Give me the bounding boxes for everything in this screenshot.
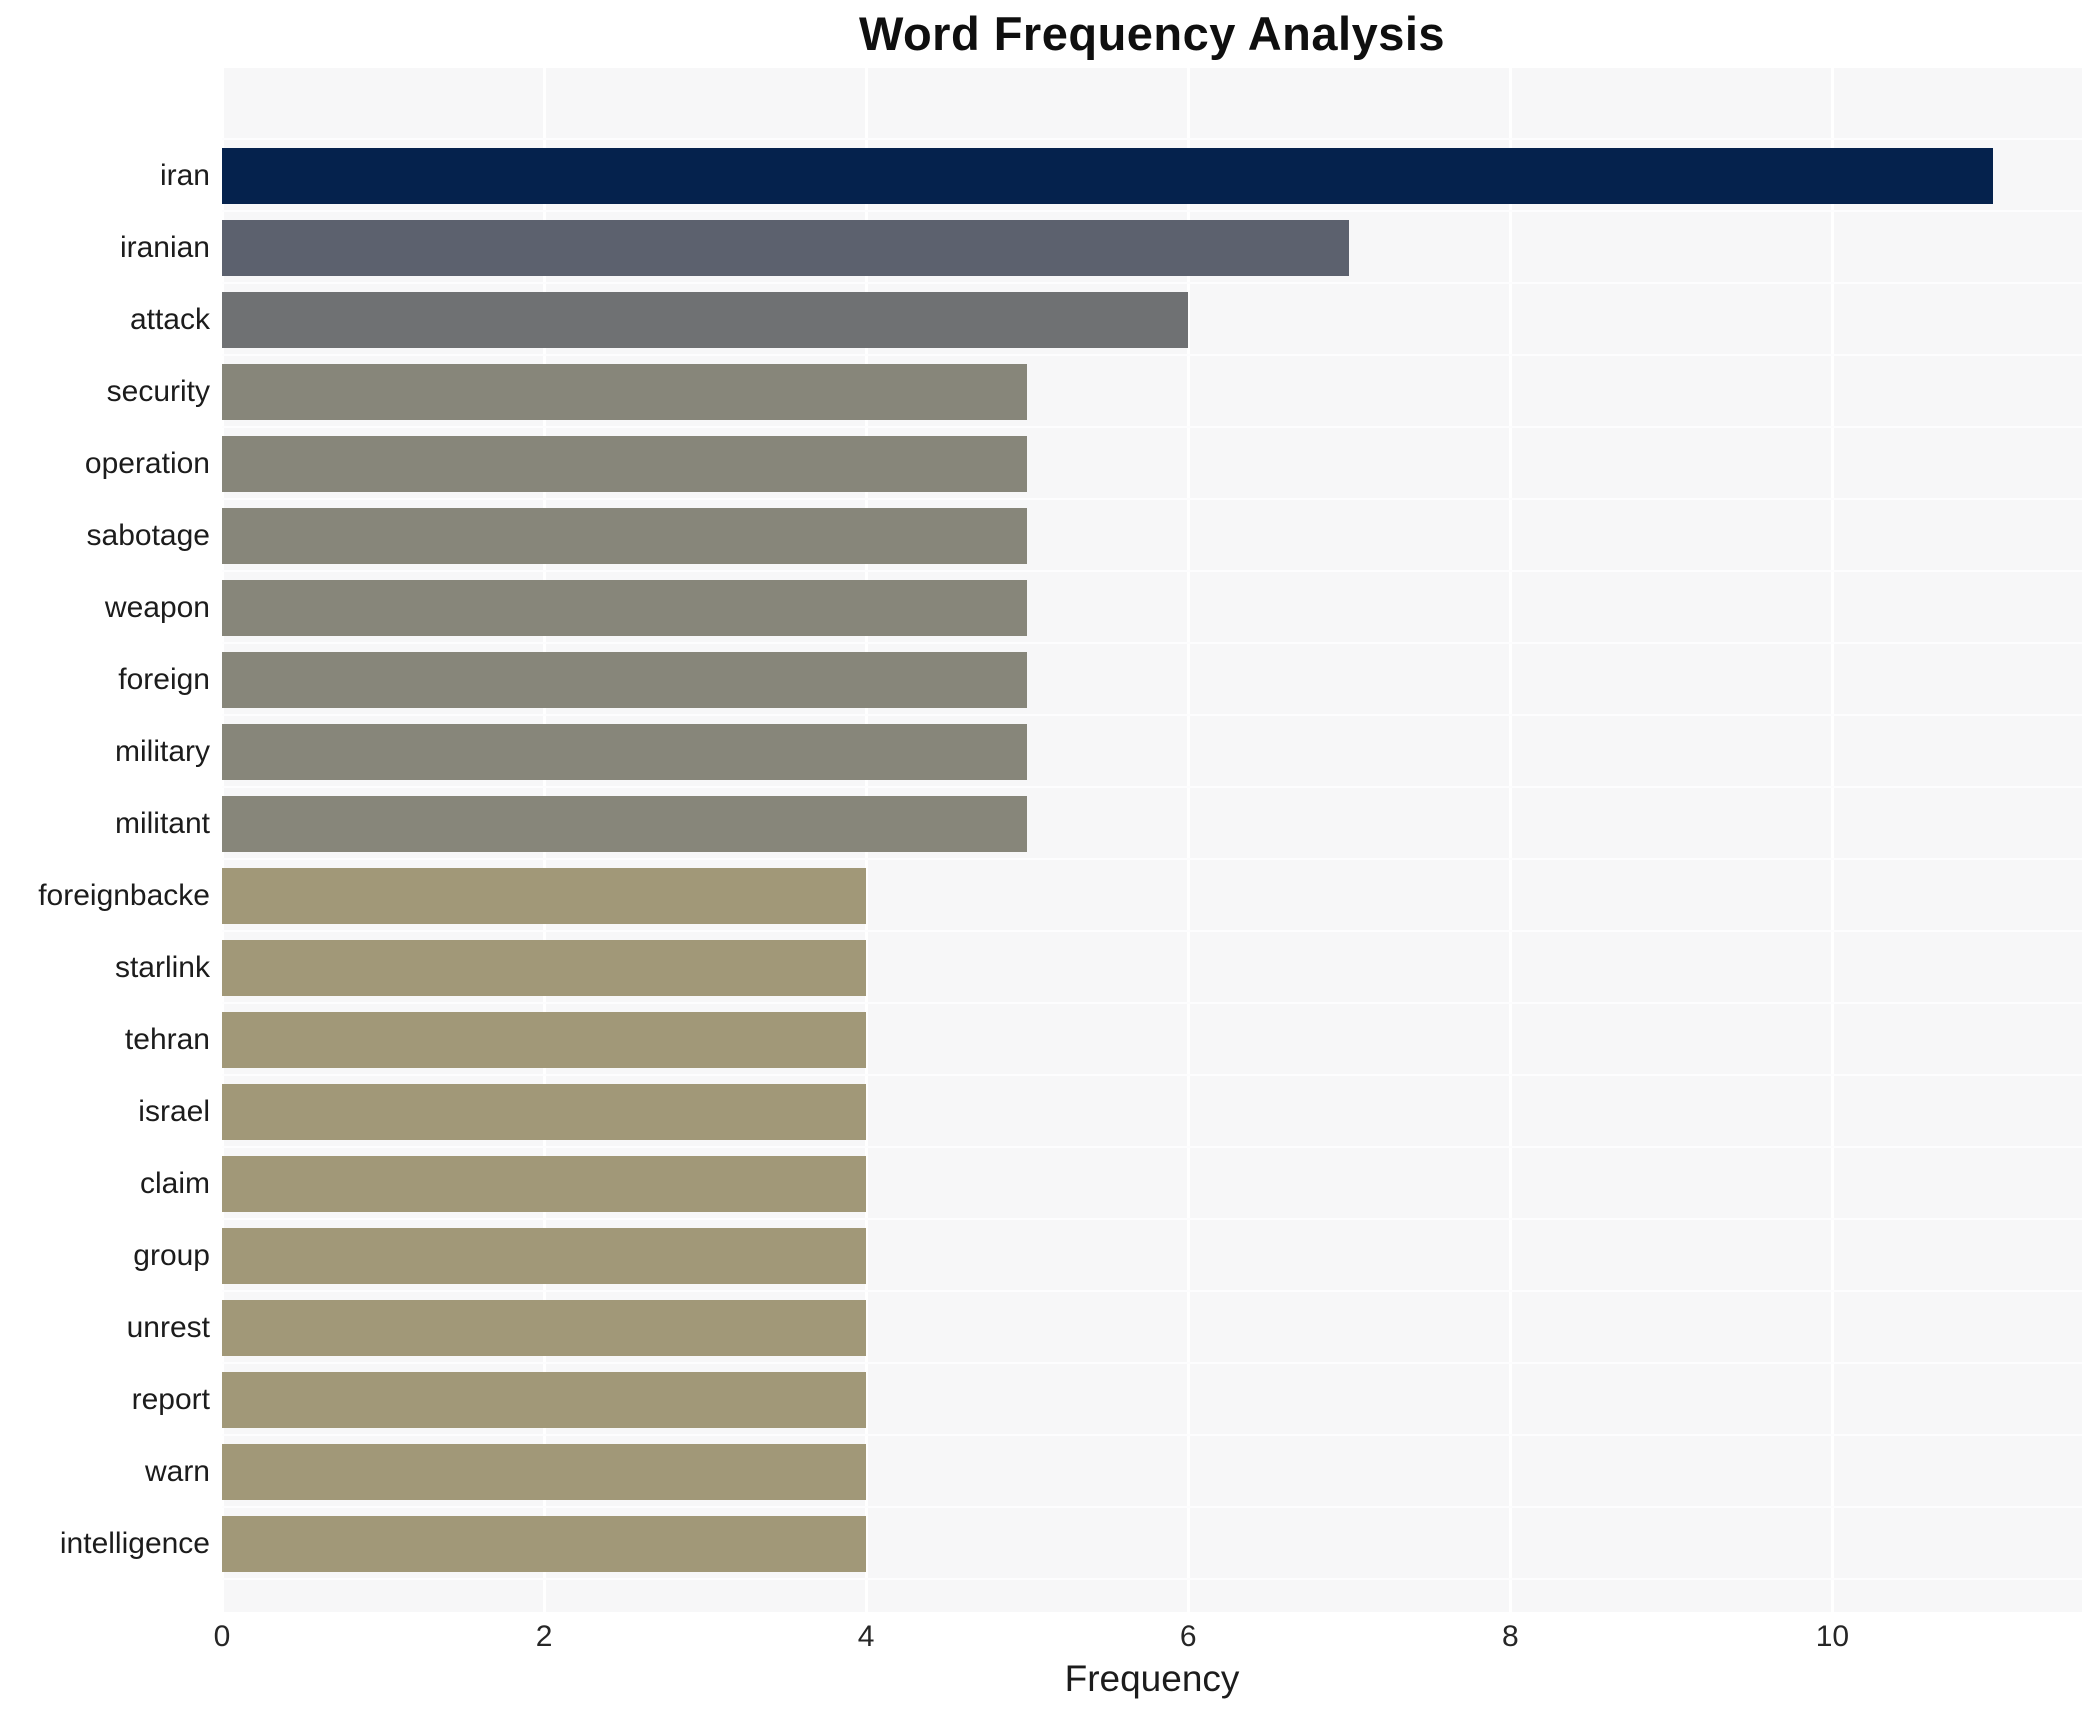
row-separator-line (222, 1434, 2082, 1436)
chart-title: Word Frequency Analysis (858, 7, 1446, 60)
bar-row: israel (138, 1076, 2082, 1148)
bar-row: iran (160, 140, 2082, 212)
x-gridline (1187, 68, 1191, 1612)
bar-row: report (132, 1364, 2082, 1436)
category-label: intelligence (59, 1527, 210, 1560)
row-separator-line (222, 354, 2082, 356)
row-separator-line (222, 1218, 2082, 1220)
bar (222, 508, 1028, 564)
category-label: foreign (118, 663, 210, 696)
bar-row: group (133, 1220, 2082, 1292)
category-label: operation (84, 447, 210, 480)
row-separator-line (222, 930, 2082, 932)
row-separator-line (222, 1362, 2082, 1364)
x-gridline (1509, 68, 1513, 1612)
bar (222, 1012, 867, 1068)
bar-row: starlink (115, 932, 2082, 1004)
bar-row: intelligence (60, 1508, 2082, 1580)
category-label: militant (114, 807, 210, 840)
category-label: starlink (114, 951, 210, 984)
bar (222, 1300, 867, 1356)
category-label: weapon (104, 591, 210, 624)
bar-row: security (107, 356, 2082, 428)
x-tick-label: 8 (1501, 1620, 1519, 1653)
category-label: tehran (124, 1023, 210, 1056)
x-tick-label: 2 (535, 1620, 553, 1653)
row-separator-line (222, 1506, 2082, 1508)
row-separator-line (222, 1290, 2082, 1292)
category-label: security (106, 375, 210, 408)
row-separator-line (222, 858, 2082, 860)
bar-row: weapon (105, 572, 2082, 644)
bar (222, 1228, 867, 1284)
row-separator-line (222, 1578, 2082, 1580)
x-axis-ticks: 0 2 4 6 8 10 (214, 1620, 2082, 1660)
bar (222, 364, 1028, 420)
bars-container: iran iranian attack security operation sabota… (38, 140, 2082, 1580)
x-gridline (1831, 68, 1835, 1612)
category-label: military (115, 735, 210, 768)
category-label: iran (159, 159, 210, 192)
bar (222, 1444, 867, 1500)
row-separator-line (222, 570, 2082, 572)
x-tick-label: 0 (213, 1620, 231, 1653)
bar (222, 580, 1028, 636)
row-separator-line (222, 210, 2082, 212)
row-separator-line (222, 426, 2082, 428)
category-label: unrest (126, 1311, 210, 1344)
bar (222, 1516, 867, 1572)
bar-row: military (115, 716, 2082, 788)
x-axis-label: Frequency (1064, 1658, 1240, 1699)
x-tick-label: 4 (857, 1620, 875, 1653)
category-label: claim (139, 1167, 210, 1200)
bar-row: iranian (120, 212, 2082, 284)
row-separator-line (222, 714, 2082, 716)
bar-row: foreign (118, 644, 2082, 716)
bar (222, 148, 1994, 204)
bar-row: tehran (125, 1004, 2082, 1076)
bar-row: sabotage (87, 500, 2082, 572)
bar (222, 292, 1189, 348)
x-tick-label: 10 (1815, 1620, 1850, 1653)
bar-row: unrest (127, 1292, 2082, 1364)
bar (222, 1372, 867, 1428)
bar (222, 868, 867, 924)
category-label: report (131, 1383, 210, 1416)
bar-row: warn (145, 1436, 2082, 1508)
category-label: iranian (119, 231, 210, 264)
category-label: sabotage (86, 519, 210, 552)
row-separator-line (222, 282, 2082, 284)
bar-row: operation (85, 428, 2082, 500)
bar (222, 796, 1028, 852)
bar (222, 724, 1028, 780)
row-separator-line (222, 1002, 2082, 1004)
category-label: attack (129, 303, 210, 336)
bar-row: militant (115, 788, 2082, 860)
bar (222, 436, 1028, 492)
x-tick-label: 6 (1179, 1620, 1197, 1653)
bar (222, 940, 867, 996)
row-separator-line (222, 498, 2082, 500)
row-separator-line (222, 1146, 2082, 1148)
bar-row: attack (130, 284, 2082, 356)
bar-row: foreignbacke (38, 860, 2082, 932)
category-label: warn (144, 1455, 210, 1488)
row-separator-line (222, 138, 2082, 140)
row-separator-line (222, 786, 2082, 788)
bar-row: claim (140, 1148, 2082, 1220)
plot-area: iran iranian attack security operation sabota… (38, 68, 2082, 1612)
bar (222, 220, 1350, 276)
category-label: israel (138, 1095, 210, 1128)
category-label: group (133, 1239, 210, 1272)
bar (222, 1084, 867, 1140)
bar (222, 652, 1028, 708)
bar (222, 1156, 867, 1212)
category-label: foreignbacke (38, 879, 210, 912)
row-separator-line (222, 642, 2082, 644)
row-separator-line (222, 1074, 2082, 1076)
